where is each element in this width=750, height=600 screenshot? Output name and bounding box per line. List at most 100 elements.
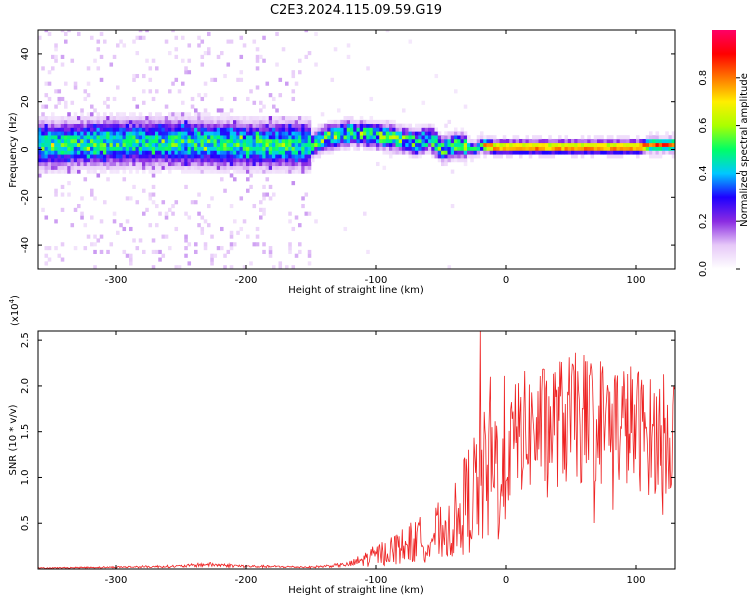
- heatmap-cell: [171, 30, 175, 33]
- heatmap-cell: [389, 150, 393, 155]
- heatmap-cell: [216, 165, 221, 170]
- heatmap-cell: [77, 169, 81, 174]
- y-tick-label: -40: [20, 237, 31, 253]
- heatmap-cell: [314, 127, 318, 132]
- heatmap-cell: [119, 158, 123, 163]
- heatmap-cell: [155, 203, 159, 209]
- heatmap-cell: [203, 219, 208, 224]
- heatmap-cell: [116, 146, 120, 151]
- heatmap-cell: [262, 249, 266, 255]
- heatmap-cell: [236, 119, 240, 124]
- heatmap-cell: [129, 226, 133, 232]
- heatmap-cell: [177, 89, 182, 94]
- heatmap-cell: [51, 119, 55, 124]
- heatmap-cell: [281, 154, 286, 159]
- heatmap-cell: [298, 119, 302, 124]
- heatmap-cell: [285, 116, 289, 121]
- heatmap-cell: [57, 253, 62, 258]
- heatmap-cell: [259, 131, 263, 136]
- heatmap-cell: [262, 146, 266, 151]
- heatmap-cell: [541, 150, 546, 155]
- heatmap-cell: [314, 150, 318, 155]
- heatmap-cell: [441, 146, 445, 151]
- heatmap-cell: [44, 30, 49, 33]
- heatmap-cell: [145, 123, 149, 128]
- heatmap-cell: [363, 142, 367, 147]
- heatmap-cell: [187, 43, 192, 48]
- heatmap-cell: [359, 138, 364, 144]
- heatmap-cell: [457, 154, 461, 159]
- heatmap-cell: [99, 219, 104, 224]
- heatmap-cell: [220, 246, 224, 251]
- heatmap-cell: [551, 138, 556, 144]
- heatmap-cell: [41, 123, 45, 128]
- heatmap-cell: [428, 150, 432, 155]
- heatmap-cell: [255, 161, 260, 167]
- heatmap-cell: [259, 54, 263, 59]
- heatmap-cell: [80, 154, 84, 159]
- heatmap-cell: [366, 138, 370, 144]
- heatmap-cell: [213, 158, 218, 163]
- heatmap-cell: [502, 146, 507, 151]
- heatmap-cell: [385, 138, 390, 144]
- heatmap-cell: [223, 116, 227, 121]
- heatmap-cell: [454, 138, 458, 144]
- heatmap-cell: [255, 58, 260, 63]
- heatmap-cell: [330, 127, 335, 132]
- heatmap-cell: [151, 119, 156, 124]
- heatmap-cell: [275, 146, 279, 151]
- heatmap-cell: [350, 142, 354, 147]
- heatmap-cell: [421, 138, 426, 144]
- heatmap-cell: [668, 135, 673, 140]
- heatmap-cell: [86, 112, 91, 117]
- heatmap-cell: [558, 146, 562, 151]
- heatmap-cell: [288, 123, 292, 128]
- heatmap-cell: [483, 135, 487, 140]
- heatmap-cell: [262, 116, 266, 121]
- heatmap-cell: [207, 150, 211, 155]
- heatmap-cell: [434, 150, 439, 155]
- heatmap-cell: [67, 123, 71, 128]
- heatmap-cell: [203, 146, 208, 151]
- heatmap-cell: [151, 150, 156, 155]
- heatmap-cell: [580, 150, 585, 155]
- heatmap-cell: [216, 142, 221, 147]
- heatmap-cell: [220, 165, 224, 170]
- heatmap-cell: [96, 119, 101, 124]
- heatmap-cell: [402, 138, 406, 144]
- heatmap-cell: [158, 131, 162, 136]
- heatmap-cell: [239, 35, 244, 40]
- heatmap-cell: [372, 142, 377, 147]
- heatmap-cell: [623, 142, 627, 147]
- heatmap-cell: [161, 234, 166, 239]
- heatmap-cell: [317, 138, 322, 144]
- heatmap-cell: [168, 150, 172, 155]
- heatmap-cell: [83, 146, 88, 151]
- heatmap-cell: [73, 123, 78, 128]
- heatmap-cell: [47, 135, 52, 140]
- heatmap-cell: [431, 135, 435, 140]
- heatmap-cell: [444, 138, 448, 144]
- heatmap-cell: [519, 150, 523, 155]
- heatmap-cell: [294, 119, 299, 124]
- heatmap-cell: [545, 150, 549, 155]
- heatmap-cell: [158, 123, 162, 128]
- heatmap-cell: [148, 119, 153, 124]
- heatmap-cell: [499, 154, 504, 159]
- heatmap-cell: [376, 127, 380, 132]
- heatmap-cell: [574, 138, 578, 144]
- heatmap-cell: [44, 104, 49, 109]
- heatmap-cell: [103, 123, 107, 128]
- heatmap-cell: [314, 154, 318, 159]
- heatmap-cell: [268, 138, 273, 144]
- heatmap-cell: [138, 112, 143, 117]
- heatmap-cell: [197, 138, 201, 144]
- y-tick-label: 2.0: [20, 378, 31, 394]
- heatmap-cell: [220, 131, 224, 136]
- heatmap-cell: [272, 135, 276, 140]
- heatmap-cell: [671, 150, 675, 155]
- heatmap-cell: [197, 112, 201, 117]
- heatmap-cell: [525, 135, 530, 140]
- colorbar-label: Normalized spectral amplitude: [739, 73, 750, 227]
- heatmap-cell: [343, 131, 348, 136]
